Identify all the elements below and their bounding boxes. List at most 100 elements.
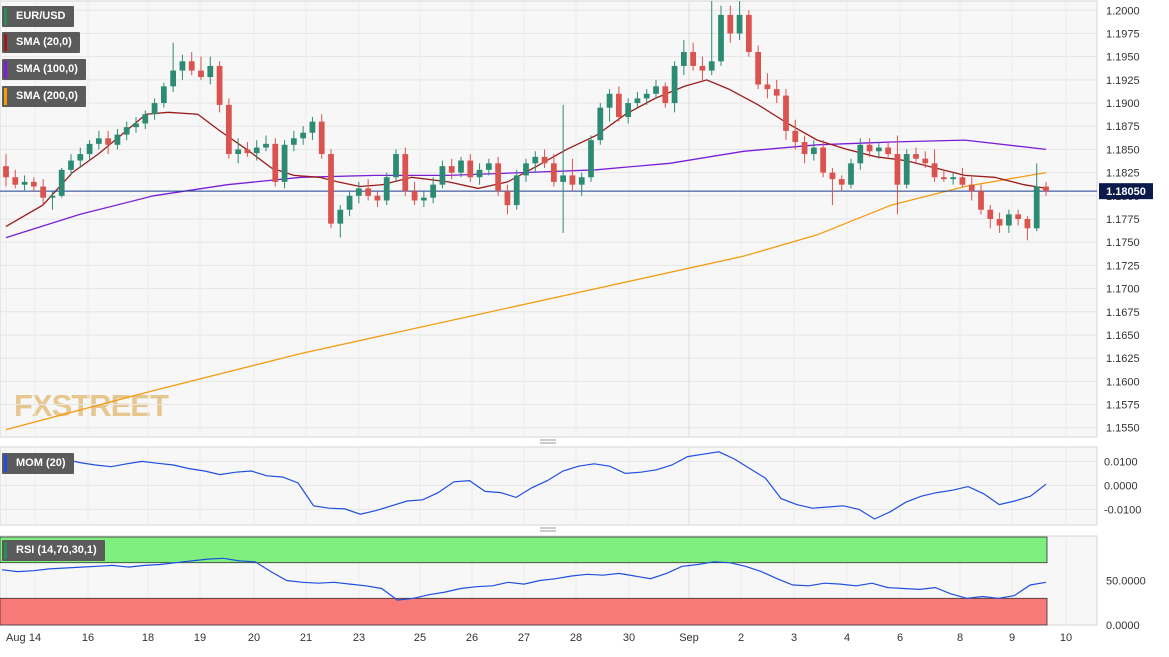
candle bbox=[708, 1, 715, 76]
candle bbox=[504, 184, 511, 215]
rsi-legend[interactable]: RSI (14,70,30,1) bbox=[2, 540, 105, 561]
candle bbox=[225, 98, 232, 159]
candle bbox=[569, 158, 576, 192]
candle-body bbox=[337, 209, 344, 224]
candle bbox=[931, 149, 938, 182]
price-tick-label: 1.1850 bbox=[1106, 144, 1140, 156]
candle-body bbox=[235, 149, 242, 155]
candle-body bbox=[829, 172, 836, 180]
candle bbox=[699, 56, 706, 80]
sma200-legend[interactable]: SMA (200,0) bbox=[2, 86, 86, 107]
candle bbox=[253, 140, 260, 161]
candle-body bbox=[820, 147, 827, 173]
time-tick-label: 26 bbox=[466, 632, 478, 644]
candle bbox=[978, 184, 984, 215]
candle bbox=[151, 98, 158, 120]
momentum-line bbox=[1, 451, 1047, 520]
candle-body bbox=[885, 147, 892, 155]
candle bbox=[430, 177, 437, 204]
candle-body bbox=[328, 154, 334, 224]
candle-body bbox=[365, 188, 372, 196]
candle bbox=[848, 158, 854, 189]
price-tick-label: 1.1625 bbox=[1106, 353, 1140, 365]
candle-body bbox=[560, 175, 567, 182]
candle bbox=[680, 39, 687, 76]
time-tick-label: 16 bbox=[82, 632, 94, 644]
candle bbox=[142, 110, 149, 130]
candle-body bbox=[1024, 219, 1031, 229]
momentum-label: MOM (20) bbox=[16, 457, 66, 469]
time-tick-label: 8 bbox=[957, 632, 963, 644]
candle-body bbox=[578, 177, 585, 185]
momentum-legend[interactable]: MOM (20) bbox=[2, 453, 74, 474]
candle-body bbox=[1015, 214, 1022, 219]
candle-body bbox=[838, 179, 845, 185]
candle bbox=[328, 149, 334, 229]
price-tick-label: 1.1900 bbox=[1106, 98, 1140, 110]
candle-body bbox=[1043, 186, 1049, 192]
time-tick-label: 4 bbox=[844, 632, 850, 644]
candle bbox=[374, 191, 381, 207]
candle-body bbox=[653, 86, 659, 94]
candle-body bbox=[718, 14, 724, 62]
candle-body bbox=[801, 142, 808, 155]
candle-body bbox=[783, 95, 789, 131]
sma100-label: SMA (100,0) bbox=[16, 63, 78, 75]
candle-body bbox=[680, 52, 687, 66]
candle-body bbox=[179, 61, 186, 71]
rsi-overbought-zone bbox=[0, 536, 1048, 564]
candle-body bbox=[40, 186, 47, 198]
candle bbox=[606, 89, 613, 122]
price-tick-label: 1.1975 bbox=[1106, 28, 1140, 40]
candle bbox=[355, 181, 362, 204]
time-tick-label: 27 bbox=[518, 632, 530, 644]
candle bbox=[383, 172, 390, 206]
candle bbox=[365, 179, 372, 201]
sma100-legend[interactable]: SMA (100,0) bbox=[2, 59, 86, 80]
candle bbox=[727, 5, 734, 43]
candle bbox=[829, 167, 836, 206]
time-tick-label: 18 bbox=[142, 632, 154, 644]
sma200-label: SMA (200,0) bbox=[16, 90, 78, 102]
momentum-tick-label: 0.0100 bbox=[1104, 456, 1138, 468]
time-tick-label: 9 bbox=[1009, 632, 1015, 644]
candle bbox=[810, 140, 817, 161]
candle bbox=[820, 140, 827, 178]
sma100-line bbox=[5, 139, 1047, 239]
candle-body bbox=[1005, 214, 1012, 226]
candle bbox=[133, 116, 139, 133]
symbol-legend[interactable]: EUR/USD bbox=[2, 6, 74, 27]
rsi-label: RSI (14,70,30,1) bbox=[16, 544, 97, 556]
candle bbox=[643, 89, 650, 105]
sma20-swatch bbox=[4, 34, 7, 51]
candle bbox=[58, 167, 65, 198]
candle bbox=[996, 212, 1003, 233]
candle-body bbox=[931, 163, 938, 178]
price-tick-label: 1.1775 bbox=[1106, 214, 1140, 226]
candle bbox=[940, 169, 947, 182]
time-tick-label: 2 bbox=[738, 632, 744, 644]
candle-body bbox=[996, 219, 1003, 226]
candle-body bbox=[643, 93, 650, 99]
sma20-line bbox=[5, 79, 1047, 227]
candle bbox=[105, 130, 112, 155]
time-tick-label: 10 bbox=[1060, 632, 1072, 644]
price-tick-label: 1.1675 bbox=[1106, 307, 1140, 319]
candle-body bbox=[597, 107, 604, 141]
candle-body bbox=[792, 130, 799, 143]
candle bbox=[959, 167, 966, 187]
time-tick-label: 19 bbox=[194, 632, 206, 644]
candle-body bbox=[467, 160, 474, 178]
sma20-legend[interactable]: SMA (20,0) bbox=[2, 32, 80, 53]
candle-body bbox=[290, 138, 297, 145]
time-tick-label: 30 bbox=[623, 632, 635, 644]
candle-body bbox=[625, 103, 632, 117]
candle-body bbox=[21, 181, 28, 185]
candle bbox=[337, 205, 344, 238]
candle bbox=[160, 82, 167, 108]
candle-body bbox=[699, 65, 706, 71]
candle-body bbox=[755, 52, 762, 85]
candle bbox=[1033, 163, 1040, 232]
candle bbox=[485, 158, 492, 176]
